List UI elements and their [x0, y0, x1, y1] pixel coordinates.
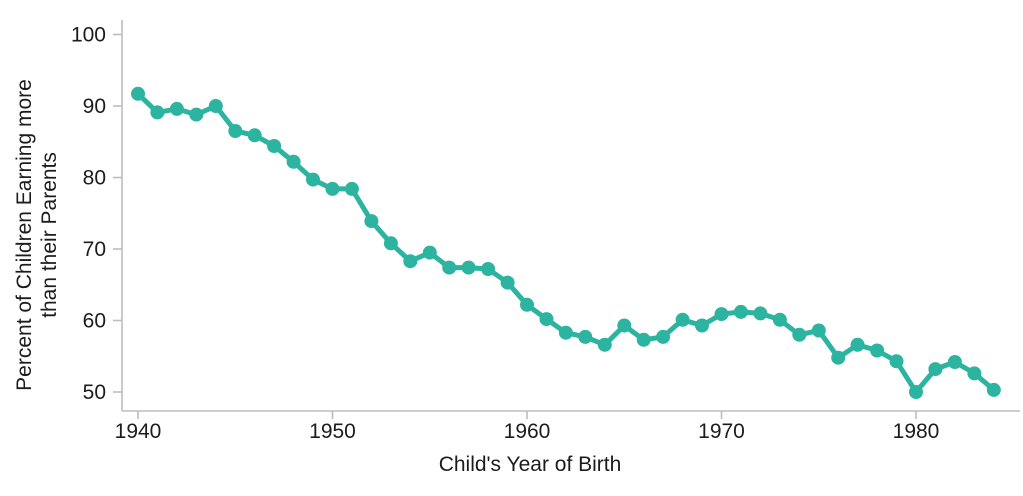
trend-line — [135, 91, 997, 395]
data-point-1956 — [442, 260, 457, 275]
data-point-1950 — [325, 181, 340, 196]
x-axis-tick-label: 1950 — [309, 420, 356, 443]
y-axis-tick-label: 80 — [83, 167, 106, 190]
data-point-1984 — [986, 382, 1001, 397]
data-point-1968 — [675, 312, 690, 327]
data-point-1948 — [286, 154, 301, 169]
x-axis-tick-label: 1970 — [698, 420, 745, 443]
y-axis-title-line2: than their Parents — [38, 152, 61, 318]
data-point-1942 — [169, 101, 184, 116]
data-point-1957 — [461, 260, 476, 275]
y-axis-tick-label: 90 — [83, 95, 106, 118]
data-point-1983 — [967, 366, 982, 381]
data-point-1975 — [811, 323, 826, 338]
data-point-1944 — [208, 99, 223, 113]
y-axis-tick-label: 60 — [83, 310, 106, 333]
y-axis-tick-label: 70 — [83, 238, 106, 261]
data-point-1980 — [909, 385, 923, 399]
data-point-1955 — [422, 245, 437, 260]
data-point-1972 — [753, 306, 768, 321]
data-point-1949 — [306, 172, 320, 187]
data-point-1952 — [364, 214, 379, 229]
data-point-1954 — [403, 254, 418, 269]
x-axis-tick-label: 1960 — [504, 420, 551, 443]
data-point-1953 — [383, 236, 398, 251]
data-point-1978 — [870, 343, 885, 358]
data-point-1977 — [850, 337, 865, 352]
data-point-1974 — [792, 327, 807, 342]
data-point-1958 — [481, 262, 496, 276]
data-point-1960 — [520, 297, 534, 312]
data-point-1969 — [695, 318, 709, 333]
data-point-1943 — [189, 107, 204, 122]
data-point-1946 — [247, 128, 262, 143]
data-point-1976 — [831, 350, 846, 365]
data-point-1964 — [597, 337, 612, 352]
y-axis-tick-label: 50 — [83, 381, 106, 404]
data-point-1973 — [772, 312, 787, 327]
x-axis-tick-label: 1940 — [115, 420, 162, 443]
data-point-1982 — [947, 355, 962, 369]
data-point-1961 — [539, 312, 554, 327]
data-point-1941 — [150, 105, 165, 120]
y-axis-title-line1: Percent of Children Earning more — [13, 79, 36, 391]
data-point-1947 — [267, 139, 282, 153]
data-point-1967 — [656, 329, 671, 344]
data-point-1963 — [578, 329, 593, 344]
data-point-1959 — [500, 275, 515, 290]
data-point-1965 — [617, 318, 632, 333]
data-point-1951 — [344, 181, 359, 196]
y-axis-tick-label: 100 — [71, 24, 106, 47]
data-point-1970 — [714, 307, 729, 322]
data-point-1945 — [228, 124, 243, 138]
data-point-1940 — [131, 86, 145, 101]
data-point-1962 — [558, 325, 573, 340]
data-point-1971 — [733, 304, 748, 319]
data-point-1981 — [928, 362, 943, 377]
x-axis-title: Child's Year of Birth — [439, 453, 622, 476]
data-point-1966 — [636, 332, 651, 347]
x-axis-tick-label: 1980 — [893, 420, 940, 443]
data-point-1979 — [889, 354, 904, 369]
